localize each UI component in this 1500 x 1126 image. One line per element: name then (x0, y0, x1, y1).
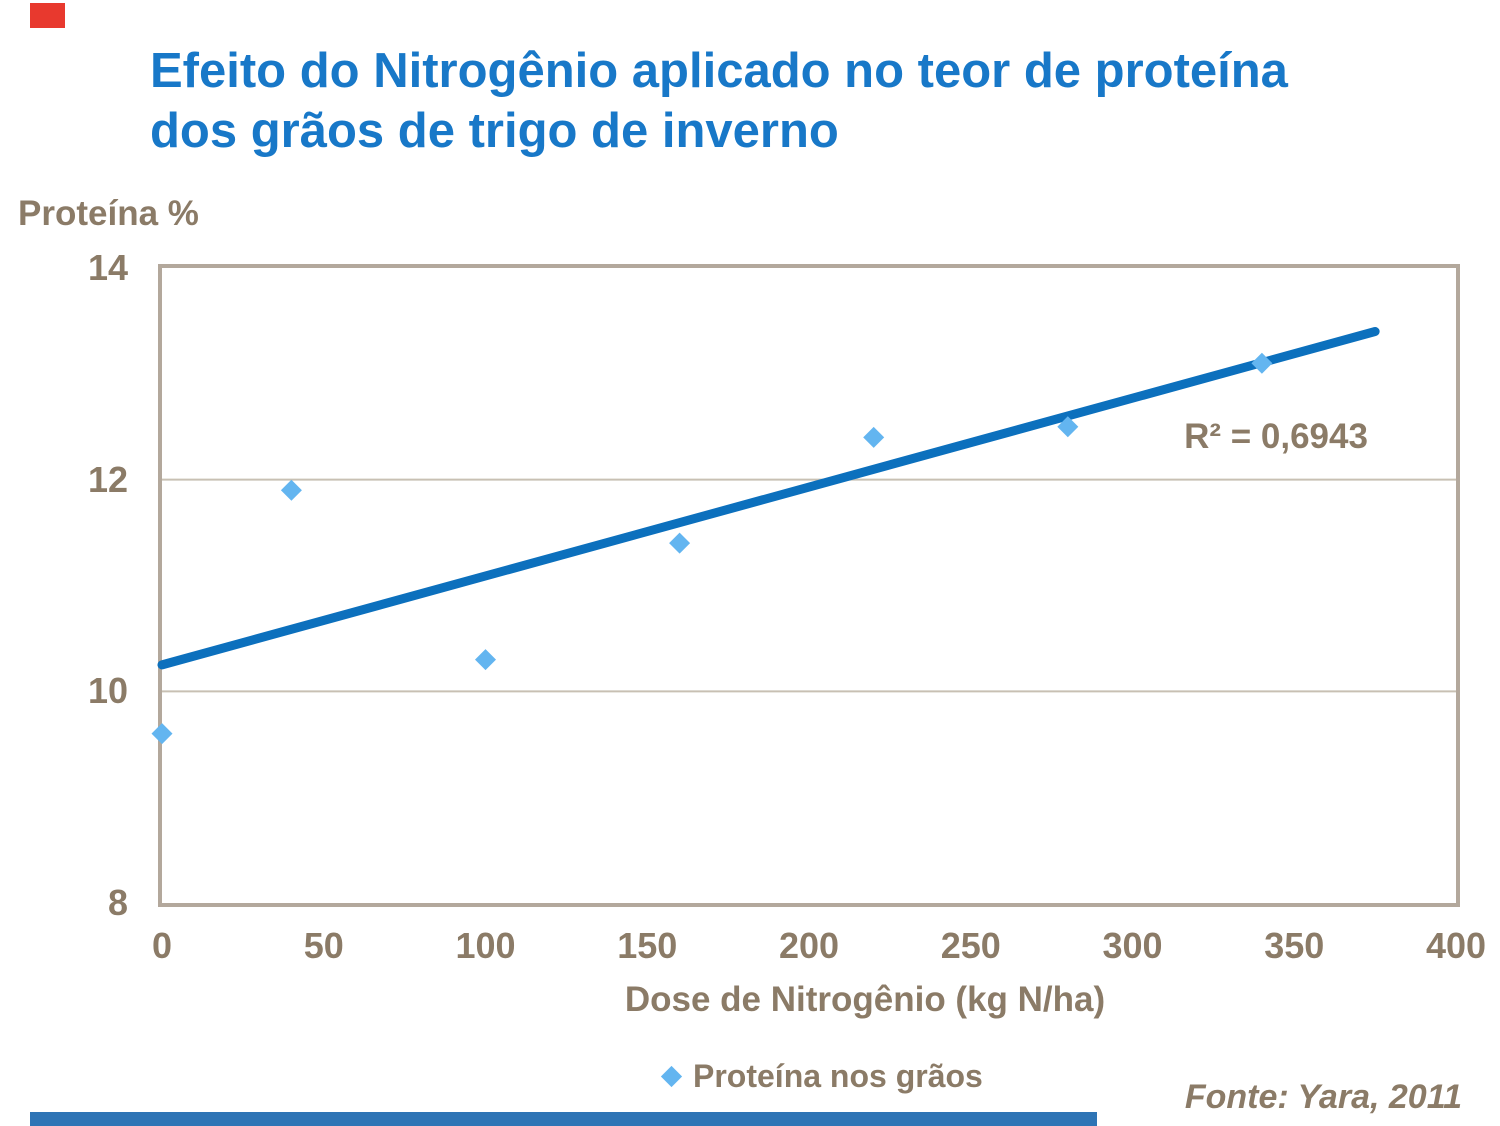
blue-accent-bar (30, 1112, 1097, 1126)
legend-diamond-icon (660, 1065, 683, 1088)
chart-canvas (151, 327, 1456, 745)
trendline (157, 327, 1380, 670)
x-tick-label-100: 100 (455, 925, 516, 966)
data-point (1057, 416, 1079, 438)
source-credit: Fonte: Yara, 2011 (1184, 1078, 1462, 1116)
red-accent-bar (30, 3, 65, 28)
x-tick-label-400: 400 (1425, 925, 1487, 966)
x-axis-title: Dose de Nitrogênio (kg N/ha) (624, 980, 1106, 1019)
x-tick-label-200: 200 (778, 925, 840, 966)
y-axis-title: Proteína % (18, 194, 199, 233)
data-point (1251, 352, 1273, 374)
legend: Proteína nos grãos (660, 1058, 983, 1095)
data-point (863, 426, 885, 448)
y-tick-label-8: 8 (107, 882, 128, 923)
y-tick-label-12: 12 (87, 458, 128, 500)
data-point (280, 479, 302, 501)
legend-label: Proteína nos grãos (693, 1058, 983, 1094)
x-tick-label-0: 0 (151, 925, 173, 966)
x-tick-label-150: 150 (617, 925, 678, 966)
y-tick-label-10: 10 (87, 670, 128, 712)
data-point (669, 532, 691, 554)
data-point (475, 649, 496, 671)
x-tick-label-350: 350 (1264, 925, 1325, 966)
data-point (151, 723, 173, 745)
r-squared-label: R² = 0,6943 (1184, 417, 1368, 456)
x-tick-label-300: 300 (1102, 925, 1163, 966)
x-tick-label-250: 250 (940, 925, 1001, 966)
x-tick-label-50: 50 (303, 925, 344, 966)
chart-title: Efeito do Nitrogênio aplicado no teor de… (150, 44, 1288, 158)
y-tick-label-14: 14 (87, 247, 128, 288)
plot-area (151, 264, 1460, 907)
